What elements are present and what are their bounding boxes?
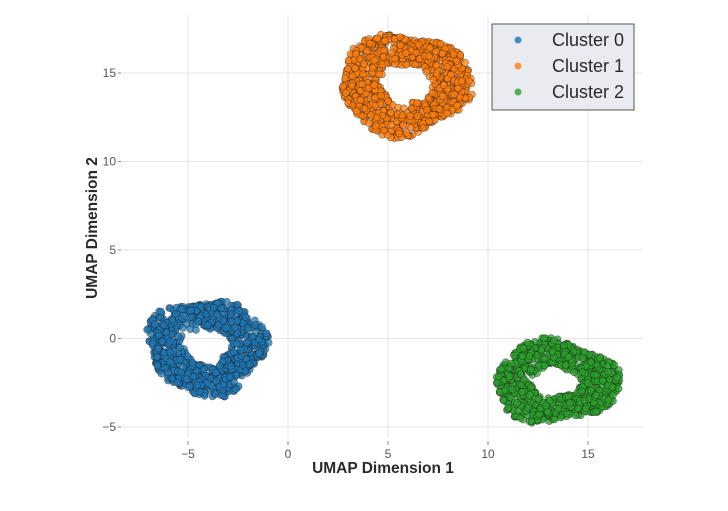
legend-marker-icon (514, 36, 522, 44)
y-tick-label: 5 (109, 243, 116, 257)
x-axis-title: UMAP Dimension 1 (312, 460, 454, 477)
y-tick-label: 15 (103, 66, 117, 80)
legend-item-cluster-0[interactable]: Cluster 0 (514, 30, 625, 50)
y-axis-title: UMAP Dimension 2 (84, 157, 101, 299)
x-axis-ticks: −5 0 5 10 15 (181, 441, 595, 461)
x-tick-label: 0 (285, 447, 292, 461)
series-cluster-0 (143, 297, 273, 401)
x-tick-label: 15 (581, 447, 595, 461)
y-tick-label: −5 (102, 420, 116, 434)
y-tick-label: 10 (103, 155, 117, 169)
legend-label: Cluster 1 (552, 56, 624, 76)
legend-marker-icon (514, 88, 522, 96)
x-tick-label: −5 (181, 447, 195, 461)
legend-label: Cluster 0 (552, 30, 624, 50)
legend-item-cluster-1[interactable]: Cluster 1 (514, 56, 625, 76)
legend-marker-icon (514, 62, 522, 70)
y-tick-label: 0 (109, 332, 116, 346)
y-axis-ticks: −5 0 5 10 15 (102, 66, 121, 434)
legend: Cluster 0 Cluster 1 Cluster 2 (491, 23, 635, 111)
series-cluster-1 (338, 30, 476, 142)
scatter-points (143, 30, 624, 427)
legend-item-cluster-2[interactable]: Cluster 2 (514, 82, 625, 102)
legend-label: Cluster 2 (552, 82, 624, 102)
series-cluster-2 (492, 334, 624, 427)
x-tick-label: 10 (481, 447, 495, 461)
x-tick-label: 5 (385, 447, 392, 461)
